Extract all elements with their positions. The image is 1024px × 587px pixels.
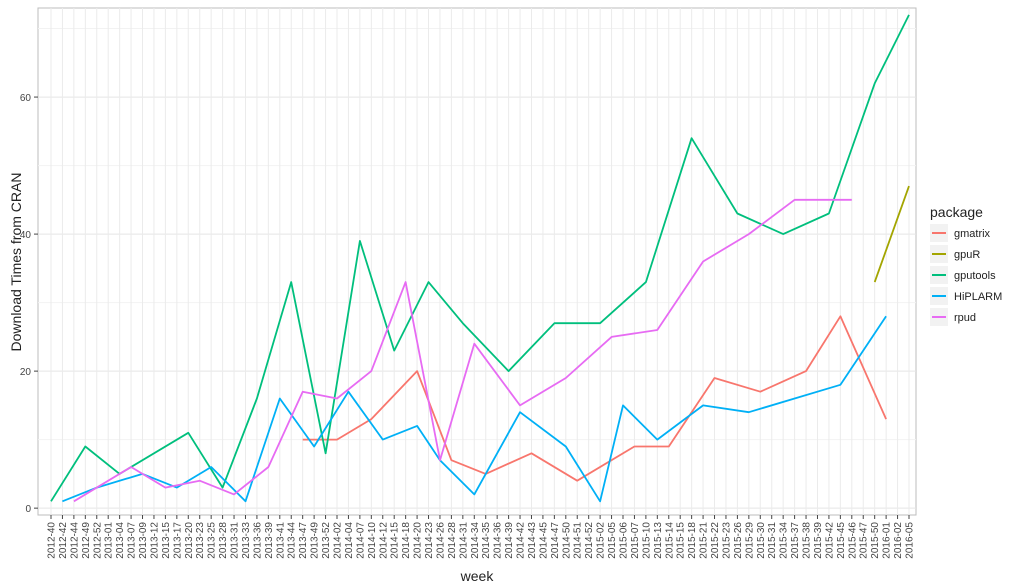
- legend-label-gpuR: gpuR: [954, 249, 980, 261]
- x-tick-label: 2013-15: [161, 522, 172, 559]
- x-tick-label: 2013-17: [172, 522, 183, 559]
- x-tick-label: 2015-38: [802, 522, 813, 559]
- x-tick-label: 2012-44: [69, 522, 80, 559]
- x-tick-label: 2014-04: [344, 522, 355, 559]
- x-tick-label: 2014-42: [516, 522, 527, 559]
- x-tick-label: 2015-39: [813, 522, 824, 559]
- x-tick-label: 2012-52: [92, 522, 103, 559]
- x-tick-label: 2012-49: [81, 522, 92, 559]
- x-tick-label: 2014-35: [481, 522, 492, 559]
- x-tick-label: 2015-18: [687, 522, 698, 559]
- x-tick-label: 2015-46: [847, 522, 858, 559]
- x-tick-label: 2015-26: [733, 522, 744, 559]
- series-line-gputools: [50, 14, 910, 502]
- x-tick-label: 2014-39: [504, 522, 515, 559]
- legend-label-rpud: rpud: [954, 312, 976, 324]
- x-tick-label: 2013-25: [207, 522, 218, 559]
- x-tick-label: 2015-37: [790, 522, 801, 559]
- x-axis: 2012-40 2012-42 2012-44 2012-49 2012-52 2013-…: [47, 515, 916, 559]
- x-tick-label: 2013-36: [252, 522, 263, 559]
- x-tick-label: 2015-29: [744, 522, 755, 559]
- x-tick-label: 2015-06: [619, 522, 630, 559]
- x-tick-label: 2015-34: [779, 522, 790, 559]
- x-tick-label: 2013-01: [104, 522, 115, 559]
- legend-label-gmatrix: gmatrix: [954, 228, 991, 240]
- x-tick-label: 2015-05: [607, 522, 618, 559]
- y-axis-title: Download Times from CRAN: [8, 173, 24, 352]
- x-tick-label: 2015-14: [664, 522, 675, 559]
- x-tick-label: 2013-07: [127, 522, 138, 559]
- x-tick-label: 2013-12: [149, 522, 160, 559]
- legend-title: package: [930, 204, 983, 220]
- x-tick-label: 2014-18: [401, 522, 412, 559]
- grid: [38, 8, 916, 515]
- x-tick-label: 2013-49: [310, 522, 321, 559]
- y-axis: 0 20 40 60: [20, 93, 38, 515]
- x-tick-label: 2014-34: [470, 522, 481, 559]
- x-tick-label: 2013-44: [287, 522, 298, 559]
- x-tick-label: 2014-50: [561, 522, 572, 559]
- x-tick-label: 2013-28: [218, 522, 229, 559]
- x-tick-label: 2016-01: [882, 522, 893, 559]
- panel-background: [37, 7, 917, 516]
- x-tick-label: 2013-23: [195, 522, 206, 559]
- x-tick-label: 2015-21: [699, 522, 710, 559]
- x-tick-label: 2014-51: [573, 522, 584, 559]
- y-tick-label: 40: [20, 230, 32, 241]
- x-tick-label: 2014-12: [378, 522, 389, 559]
- series-line-rpud: [73, 198, 852, 503]
- x-tick-label: 2014-36: [493, 522, 504, 559]
- x-tick-label: 2015-30: [756, 522, 767, 559]
- y-tick-label: 60: [20, 93, 32, 104]
- series-layer: [50, 14, 910, 503]
- x-tick-label: 2013-47: [298, 522, 309, 559]
- x-tick-label: 2013-04: [115, 522, 126, 559]
- x-tick-label: 2014-07: [355, 522, 366, 559]
- x-tick-label: 2014-20: [413, 522, 424, 559]
- x-tick-label: 2013-31: [230, 522, 241, 559]
- x-tick-label: 2015-02: [596, 522, 607, 559]
- x-tick-label: 2015-07: [630, 522, 641, 559]
- x-tick-label: 2015-45: [836, 522, 847, 559]
- x-tick-label: 2013-41: [275, 522, 286, 559]
- x-tick-label: 2014-28: [447, 522, 458, 559]
- x-tick-label: 2012-42: [58, 522, 69, 559]
- legend-label-gputools: gputools: [954, 270, 996, 282]
- x-tick-label: 2014-02: [333, 522, 344, 559]
- x-tick-label: 2016-02: [893, 522, 904, 559]
- x-tick-label: 2014-43: [527, 522, 538, 559]
- y-tick-label: 0: [25, 504, 31, 515]
- x-tick-label: 2014-45: [538, 522, 549, 559]
- x-tick-label: 2015-50: [870, 522, 881, 559]
- x-tick-label: 2015-42: [824, 522, 835, 559]
- x-tick-label: 2015-22: [710, 522, 721, 559]
- x-tick-label: 2015-13: [653, 522, 664, 559]
- x-tick-label: 2014-26: [435, 522, 446, 559]
- x-tick-label: 2015-15: [676, 522, 687, 559]
- x-axis-title: week: [460, 568, 495, 584]
- x-tick-label: 2014-47: [550, 522, 561, 559]
- y-tick-label: 20: [20, 367, 32, 378]
- x-tick-label: 2015-10: [641, 522, 652, 559]
- x-tick-label: 2014-23: [424, 522, 435, 559]
- x-tick-label: 2012-40: [47, 522, 58, 559]
- series-line-gpuR: [873, 185, 910, 283]
- x-tick-label: 2013-33: [241, 522, 252, 559]
- x-tick-label: 2014-15: [390, 522, 401, 559]
- x-tick-label: 2015-47: [859, 522, 870, 559]
- x-tick-label: 2014-31: [458, 522, 469, 559]
- x-tick-label: 2014-10: [367, 522, 378, 559]
- x-tick-label: 2015-23: [721, 522, 732, 559]
- x-tick-label: 2014-52: [584, 522, 595, 559]
- x-tick-label: 2015-31: [767, 522, 778, 559]
- series-line-gmatrix: [302, 315, 887, 482]
- x-tick-label: 2013-20: [184, 522, 195, 559]
- x-tick-label: 2013-09: [138, 522, 149, 559]
- x-tick-label: 2013-39: [264, 522, 275, 559]
- x-tick-label: 2016-05: [905, 522, 916, 559]
- legend-label-HiPLARM: HiPLARM: [954, 291, 1002, 303]
- x-tick-label: 2013-52: [321, 522, 332, 559]
- legend: package gmatrix gpuR gputools HiPLARM rpud: [930, 204, 1002, 326]
